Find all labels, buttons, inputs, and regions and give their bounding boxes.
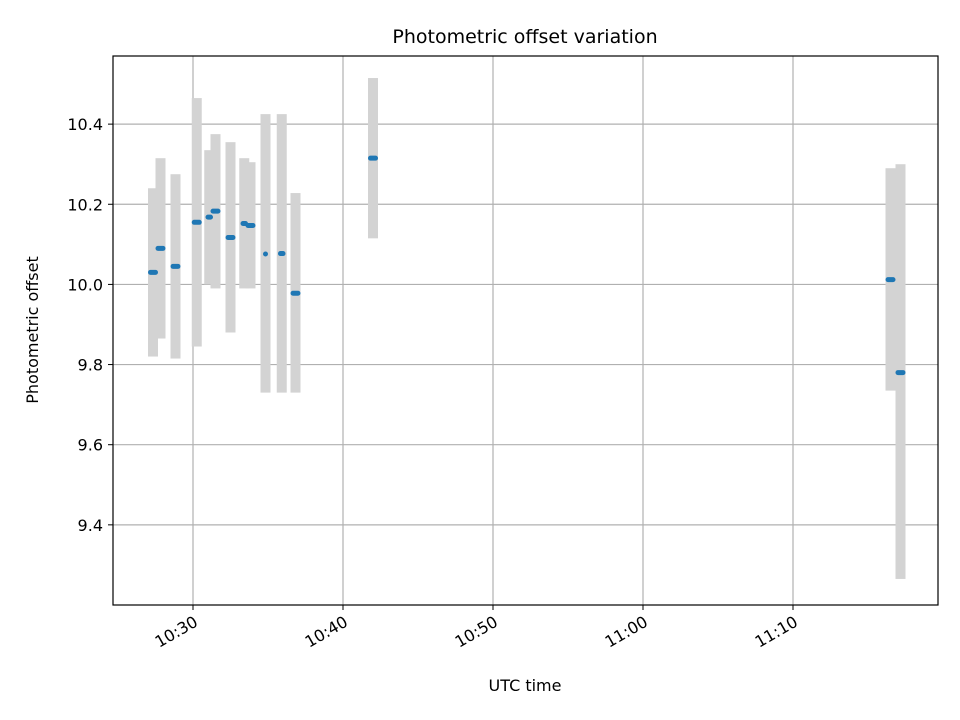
data-points	[148, 155, 906, 376]
grid	[113, 56, 938, 605]
chart-title: Photometric offset variation	[392, 26, 657, 48]
y-tick-label: 10.4	[67, 115, 103, 134]
plot-frame	[112, 55, 939, 606]
y-ticks: 9.4 9.6 9.8 10.0 10.2 10.4	[67, 115, 113, 535]
y-tick-label: 9.6	[78, 436, 103, 455]
y-tick-label: 9.8	[78, 356, 103, 375]
y-tick-label: 9.4	[78, 516, 103, 535]
y-tick-label: 10.2	[67, 195, 103, 214]
y-axis-label: Photometric offset	[23, 256, 42, 404]
x-axis-label: UTC time	[489, 676, 562, 695]
y-tick-label: 10.0	[67, 275, 103, 294]
